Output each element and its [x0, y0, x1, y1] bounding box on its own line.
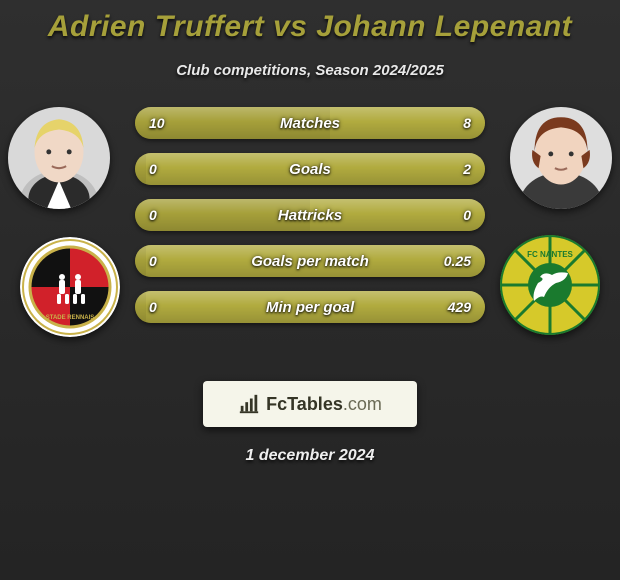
- club-left-badge: STADE RENNAIS: [20, 237, 120, 337]
- avatar-right-svg: [510, 107, 612, 209]
- stat-row: Goals per match00.25: [135, 245, 485, 277]
- bar-track: [135, 153, 485, 185]
- bar-seg-left: [135, 107, 330, 139]
- page-subtitle: Club competitions, Season 2024/2025: [0, 62, 620, 79]
- bar-seg-right: [310, 199, 485, 231]
- stat-row: Goals02: [135, 153, 485, 185]
- chart-icon: [238, 393, 260, 415]
- bar-seg-left: [135, 153, 146, 185]
- bar-track: [135, 199, 485, 231]
- bar-seg-right: [146, 153, 486, 185]
- branding-box: FcTables.com: [203, 381, 417, 427]
- stat-row: Min per goal0429: [135, 291, 485, 323]
- bar-seg-left: [135, 291, 146, 323]
- stat-row: Hattricks00: [135, 199, 485, 231]
- club-right-badge: FC NANTES: [500, 235, 600, 335]
- bar-track: [135, 245, 485, 277]
- svg-text:STADE RENNAIS: STADE RENNAIS: [46, 315, 95, 321]
- bar-seg-right: [146, 245, 486, 277]
- branding-name: FcTables: [266, 394, 343, 414]
- bar-seg-left: [135, 245, 146, 277]
- club-right-svg: FC NANTES: [500, 235, 600, 335]
- stat-row: Matches108: [135, 107, 485, 139]
- bar-seg-right: [330, 107, 485, 139]
- svg-text:FC NANTES: FC NANTES: [527, 250, 573, 259]
- date-label: 1 december 2024: [0, 447, 620, 465]
- bar-track: [135, 107, 485, 139]
- comparison-card: Adrien Truffert vs Johann Lepenant Club …: [0, 0, 620, 580]
- player-right-avatar: [510, 107, 612, 209]
- page-title: Adrien Truffert vs Johann Lepenant: [0, 0, 620, 44]
- bar-track: [135, 291, 485, 323]
- main-layout: STADE RENNAIS FC NANTES Matches108 Goals0…: [0, 107, 620, 367]
- branding-domain: .com: [343, 394, 382, 414]
- stat-bars: Matches108 Goals02 Hattricks00 Goals per ma…: [135, 107, 485, 337]
- club-left-svg: STADE RENNAIS: [20, 237, 120, 337]
- player-left-avatar: [8, 107, 110, 209]
- bar-seg-left: [135, 199, 310, 231]
- bar-seg-right: [146, 291, 486, 323]
- branding-text: FcTables.com: [266, 394, 382, 415]
- avatar-left-svg: [8, 107, 110, 209]
